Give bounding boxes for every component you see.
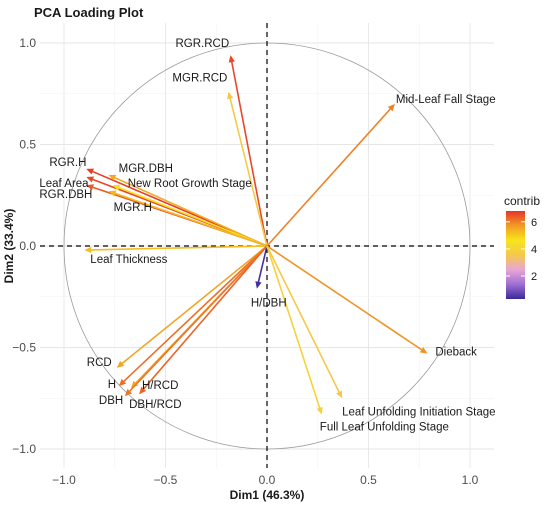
legend-tick-label: 6	[531, 217, 537, 229]
loading-arrow	[119, 245, 268, 386]
loading-arrowhead	[116, 360, 125, 368]
loading-arrow	[125, 245, 268, 396]
variable-label: RGR.DBH	[39, 189, 92, 201]
loading-arrowhead	[228, 55, 235, 63]
loading-arrow	[266, 245, 427, 354]
loading-arrows	[84, 55, 428, 415]
loading-arrowhead	[227, 91, 234, 100]
x-tick-label: 1.0	[462, 473, 479, 487]
y-tick-labels: −1.0 −0.5 0.0 0.5 1.0	[12, 36, 36, 456]
variable-label: MGR.DBH	[119, 163, 173, 175]
x-tick-label: 0.0	[259, 473, 276, 487]
variable-label: MGR.RCD	[172, 73, 227, 85]
variable-label: RGR.H	[49, 157, 86, 169]
y-tick-label: −0.5	[12, 341, 36, 355]
legend-tick-label: 2	[531, 271, 537, 283]
loading-arrow	[266, 245, 323, 414]
plot-title: PCA Loading Plot	[34, 5, 144, 20]
loading-arrowhead	[118, 378, 127, 387]
variable-label: H/RCD	[142, 380, 178, 392]
variable-label: H/DBH	[251, 298, 287, 310]
loading-arrowhead	[84, 246, 92, 254]
loading-arrowhead	[86, 184, 94, 191]
loading-arrow	[256, 245, 268, 288]
loading-arrow	[117, 245, 268, 368]
loading-arrow	[109, 190, 268, 247]
x-tick-labels: −1.0 −0.5 0.0 0.5 1.0	[52, 473, 479, 487]
loading-arrowhead	[112, 184, 121, 191]
variable-label: DBH	[99, 395, 123, 407]
loading-arrow	[85, 245, 268, 251]
contrib-colorbar	[506, 211, 525, 299]
loading-arrowhead	[86, 168, 95, 175]
x-tick-label: −1.0	[52, 473, 76, 487]
variable-label: MGR.H	[114, 202, 152, 214]
loading-arrowhead	[316, 406, 323, 415]
x-tick-label: −0.5	[154, 473, 178, 487]
loading-arrow	[266, 104, 395, 247]
loading-arrow	[113, 184, 268, 247]
loading-arrow	[109, 174, 268, 247]
y-tick-label: −1.0	[12, 442, 36, 456]
loading-arrowhead	[124, 388, 133, 397]
loading-arrow	[228, 92, 268, 247]
variable-labels: RGR.RCD MGR.RCD Mid-Leaf Fall Stage RGR.H MG…	[39, 38, 495, 433]
variable-label: New Root Growth Stage	[128, 178, 252, 190]
variable-label: Leaf Unfolding Initiation Stage	[342, 406, 495, 418]
variable-label: Full Leaf Unfolding Stage	[320, 421, 449, 433]
loading-arrowhead	[108, 174, 117, 181]
variable-label: Leaf Area	[39, 178, 89, 190]
loading-arrowhead	[108, 190, 117, 197]
loading-arrowhead	[336, 390, 343, 399]
loading-arrow	[139, 245, 268, 394]
variable-label: RGR.RCD	[175, 38, 229, 50]
y-tick-label: 0.5	[19, 138, 36, 152]
loading-arrowhead	[387, 103, 395, 112]
loading-arrow	[266, 245, 343, 398]
variable-label: Mid-Leaf Fall Stage	[396, 94, 496, 106]
loading-arrowhead	[419, 347, 428, 354]
y-tick-label: 1.0	[19, 36, 36, 50]
variable-label: DBH/RCD	[129, 399, 181, 411]
variable-label: H	[108, 379, 116, 391]
loading-arrowhead	[130, 380, 139, 389]
variable-label: Dieback	[435, 347, 477, 359]
loading-arrowhead	[139, 386, 147, 395]
x-tick-label: 0.5	[360, 473, 377, 487]
loading-arrow	[229, 56, 268, 247]
variable-label: RCD	[87, 357, 112, 369]
legend-tick-label: 4	[531, 244, 537, 256]
variable-label: Leaf Thickness	[90, 254, 167, 266]
loading-arrowhead	[86, 176, 95, 183]
legend-title: contrib	[504, 194, 540, 208]
contrib-legend: contrib 2 4 6	[504, 194, 540, 299]
x-axis-title: Dim1 (46.3%)	[230, 488, 305, 502]
loading-arrowhead	[255, 281, 262, 289]
legend-ticks: 2 4 6	[506, 217, 537, 283]
y-axis-title: Dim2 (33.4%)	[2, 209, 16, 284]
y-tick-label: 0.0	[19, 239, 36, 253]
